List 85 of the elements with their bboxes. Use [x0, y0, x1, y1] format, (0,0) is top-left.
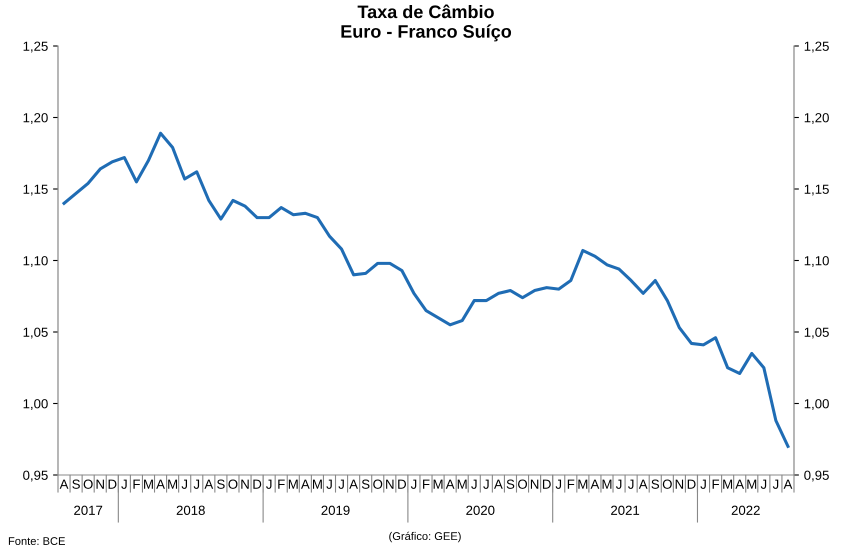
x-tick-label: J — [556, 480, 562, 489]
x-tick-label: D — [398, 480, 406, 489]
x-tick-label: J — [700, 480, 706, 489]
text: 2022 — [732, 506, 760, 516]
y2-tick-label: 1,10 — [804, 256, 829, 267]
text: 2018 — [176, 506, 205, 516]
x-tick-label: O — [373, 480, 382, 489]
y2-tick-label: 1,25 — [804, 42, 829, 52]
x-tick-label: J — [628, 480, 634, 489]
x-tick-label: S — [72, 480, 80, 489]
x-tick-label: A — [638, 480, 648, 489]
x-tick-label: A — [446, 480, 455, 489]
x-tick-label: F — [712, 480, 720, 489]
x-tick-label: J — [410, 480, 416, 489]
x-tick-label: A — [204, 480, 214, 489]
x-tick-label: D — [253, 480, 262, 489]
text: 2017 — [74, 506, 102, 516]
chart-title: Taxa de Câmbio Euro - Franco Suíço — [341, 4, 512, 42]
x-tick-label: A — [156, 480, 165, 489]
text: (Gráfico: GEE) — [389, 532, 461, 542]
x-tick-label: J — [182, 480, 188, 489]
x-tick-label: A — [590, 480, 600, 489]
x-tick-label: J — [121, 480, 127, 489]
x-tick-label: M — [747, 480, 756, 489]
x-tick-label: N — [96, 480, 104, 489]
x-tick-label: M — [288, 480, 298, 489]
x-tick-label: N — [530, 480, 538, 489]
y-tick-label: 1,20 — [24, 113, 48, 124]
x-tick-label: J — [471, 480, 477, 489]
x-tick-label: O — [662, 480, 672, 489]
x-tick-label: S — [217, 480, 225, 489]
x-tick-label: A — [784, 480, 792, 489]
y-tick-label: 1,05 — [24, 328, 48, 338]
x-tick-label: F — [568, 480, 574, 489]
x-tick-label: M — [434, 480, 442, 489]
x-tick-label: S — [506, 480, 514, 489]
x-tick-label: M — [312, 480, 322, 489]
x-tick-label: N — [241, 480, 249, 489]
y2-tick-label: 1,15 — [804, 184, 829, 196]
source-note: Fonte: BCE — [8, 537, 65, 545]
x-tick-label: J — [194, 480, 200, 489]
x-tick-label: J — [760, 480, 766, 489]
y2-tick-label: 1,00 — [804, 399, 829, 410]
text: 2021 — [611, 506, 640, 516]
x-tick-label: N — [676, 480, 684, 489]
x-tick-label: A — [735, 480, 744, 489]
text: 2019 — [321, 506, 350, 516]
x-tick-label: M — [578, 480, 588, 489]
x-tick-label: F — [278, 480, 285, 489]
x-tick-label: D — [688, 480, 696, 489]
x-tick-label: D — [542, 480, 551, 489]
x-tick-label: J — [326, 480, 332, 489]
x-tick-label: J — [772, 480, 778, 489]
y-tick-label: 1,00 — [24, 399, 48, 410]
y-tick-label: 1,25 — [24, 42, 48, 52]
x-tick-label: S — [362, 480, 370, 489]
x-tick-label: F — [423, 480, 430, 489]
y-tick-label: 0,95 — [23, 470, 48, 482]
x-tick-label: O — [518, 480, 528, 489]
y2-tick-label: 1,20 — [804, 113, 829, 124]
x-tick-label: S — [651, 480, 660, 489]
y2-tick-label: 0,95 — [804, 470, 829, 482]
x-tick-label: M — [458, 480, 467, 489]
x-tick-label: J — [616, 480, 622, 489]
x-tick-label: M — [602, 480, 612, 489]
x-tick-label: J — [266, 480, 272, 489]
x-tick-label: D — [108, 480, 116, 489]
text: 2020 — [466, 506, 494, 516]
x-tick-label: M — [723, 480, 732, 489]
x-tick-label: F — [133, 480, 140, 489]
x-tick-label: J — [483, 480, 489, 489]
y-tick-label: 1,10 — [24, 256, 48, 267]
y2-tick-label: 1,05 — [804, 328, 829, 338]
x-tick-label: O — [228, 480, 238, 489]
x-tick-label: A — [494, 480, 503, 489]
x-tick-label: M — [144, 480, 153, 489]
x-tick-label: J — [338, 480, 344, 489]
x-tick-label: A — [300, 480, 310, 489]
x-tick-label: A — [60, 480, 68, 489]
y-tick-label: 1,15 — [24, 184, 48, 196]
x-tick-label: O — [84, 480, 93, 489]
line-series — [62, 132, 790, 448]
x-tick-label: N — [386, 480, 394, 489]
x-tick-label: A — [349, 480, 358, 489]
x-tick-label: M — [168, 480, 178, 489]
